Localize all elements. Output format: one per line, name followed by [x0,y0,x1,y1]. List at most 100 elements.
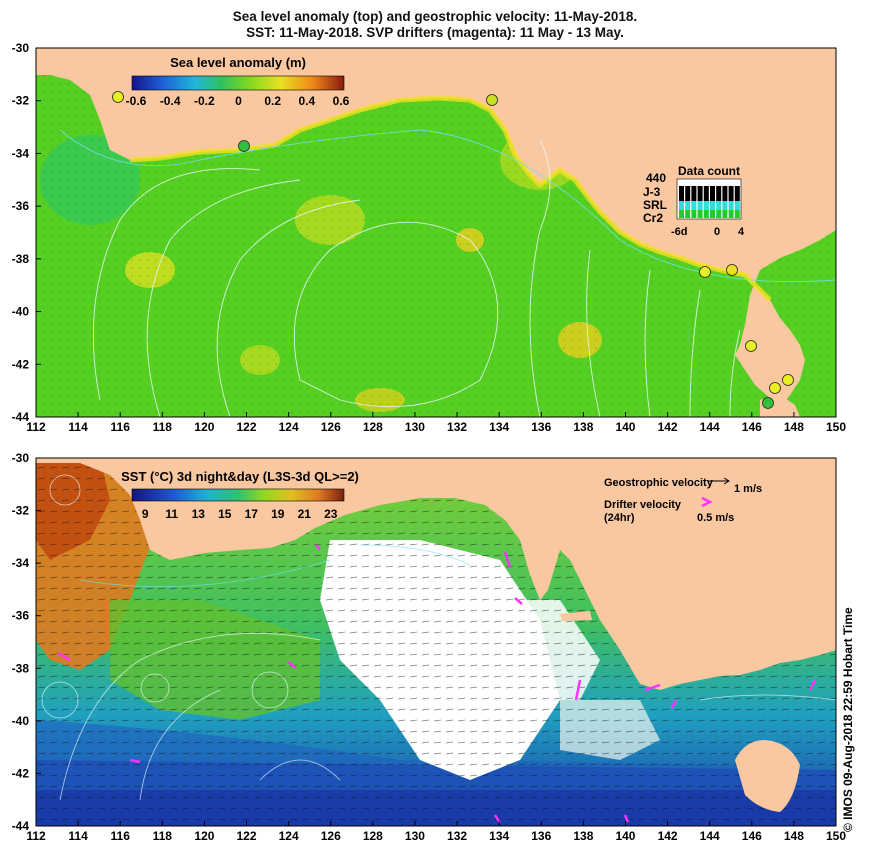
lat-tick-label: -32 [12,94,30,108]
count-xtick-0: -6d [671,226,688,238]
lon-tick-label: 148 [784,420,804,434]
count-xtick-1: 0 [714,226,720,238]
lon-tick-label: 144 [700,420,720,434]
lat-tick-label: -30 [12,451,30,465]
sat-label-j3: J-3 [643,185,661,199]
lat-tick-label: -34 [12,556,30,570]
sla-tick-label: 0 [235,94,242,108]
drifter-velocity-label: Drifter velocity [604,499,682,511]
sla-tick-label: -0.4 [160,94,181,108]
lat-tick-label: -36 [12,609,30,623]
lon-tick-label: 116 [111,829,131,843]
lon-tick-label: 148 [784,829,804,843]
lon-tick-label: 122 [237,420,257,434]
sla-colorbar [131,75,345,91]
lon-tick-label: 142 [658,829,678,843]
lat-tick-label: -30 [12,41,30,55]
colorbar-tick-label: 21 [298,507,312,521]
drifter-velocity-scale: 0.5 m/s [697,512,734,524]
lon-tick-label: 112 [26,829,46,843]
lon-tick-label: 136 [531,829,551,843]
sla-tick-label: 0.4 [298,94,315,108]
data-count-title: Data count [678,164,740,178]
credit-text: © IMOS 09-Aug-2018 22:59 Hobart Time [841,607,855,832]
drifter-velocity-sub: (24hr) [604,512,635,524]
colorbar-tick-label: 13 [192,507,206,521]
lon-tick-label: 118 [153,420,173,434]
drifter-scale-arrow [701,496,713,508]
lat-tick-label: -42 [12,766,30,780]
data-count-inset: Data count 440 J-3 SRL Cr2 -6d 0 4 [643,164,745,238]
lon-tick-label: 128 [363,420,383,434]
data-count-max: 440 [646,171,666,185]
sst-colorbar-title: SST (°C) 3d night&day (L3S-3d QL>=2) [121,469,359,484]
lat-ticks-top: -30 -32 -34 -36 -38 -40 -42 -44 [12,41,41,424]
lat-ticks-bottom: -30 -32 -34 -36 -38 -40 -42 -44 [12,451,41,833]
lat-tick-label: -42 [12,357,30,371]
lon-ticks-bottom: 112 114 116 118 120 122 124 126 128 130 132 134 136 1… [26,821,846,843]
velocity-legend: Geostrophic velocity 1 m/s Drifter veloc… [604,477,762,524]
australia-coast-bottom [36,458,836,690]
colorbar-tick-label: 17 [245,507,259,521]
lon-tick-label: 132 [447,829,467,843]
title-line-1: Sea level anomaly (top) and geostrophic … [232,9,638,24]
colorbar-tick-label: 9 [142,507,149,521]
lat-tick-label: -32 [12,504,30,518]
sst-colorbar [131,488,345,502]
lat-tick-label: -38 [12,661,30,675]
colorbar-tick-label: 23 [324,507,338,521]
lon-ticks-top: 112 114 116 118 120 122 124 126 128 130 132 134 136 1… [26,412,846,434]
sla-tick-label: -0.6 [126,94,147,108]
geo-velocity-scale: 1 m/s [734,483,762,495]
sst-colorbar-ticks: 9 11 13 15 17 19 21 23 [142,507,338,521]
australia-coast-top [36,48,836,408]
lon-tick-label: 146 [742,829,762,843]
lon-tick-label: 120 [194,420,214,434]
lon-tick-label: 144 [700,829,720,843]
lon-tick-label: 140 [615,420,635,434]
sst-frame [35,457,837,827]
lat-tick-label: -40 [12,714,30,728]
lon-tick-label: 150 [826,829,846,843]
sla-frame [35,47,837,418]
lat-tick-label: -38 [12,252,30,266]
lat-tick-label: -36 [12,199,30,213]
sla-tick-label: 0.2 [264,94,281,108]
lon-tick-label: 114 [68,420,88,434]
lon-tick-label: 114 [68,829,88,843]
lon-tick-label: 116 [111,420,131,434]
lat-tick-label: -44 [12,819,30,833]
sla-colorbar-title: Sea level anomaly (m) [170,55,306,70]
lon-tick-label: 138 [573,420,593,434]
lon-tick-label: 118 [153,829,173,843]
lon-tick-label: 112 [26,420,46,434]
lon-tick-label: 146 [742,420,762,434]
lat-tick-label: -44 [12,410,30,424]
colorbar-tick-label: 15 [218,507,232,521]
colorbar-tick-label: 19 [271,507,285,521]
sla-map [36,48,836,417]
sat-label-srl: SRL [643,198,667,212]
lon-tick-label: 124 [279,829,299,843]
lon-tick-label: 126 [321,420,341,434]
sst-contours [41,474,836,801]
sla-contours [59,129,836,417]
colorbar-tick-label: 11 [165,507,178,521]
sst-map [36,458,836,826]
lon-tick-label: 122 [237,829,257,843]
sat-label-cr2: Cr2 [643,211,663,225]
lat-tick-label: -40 [12,305,30,319]
lon-tick-label: 132 [447,420,467,434]
sla-tick-label: -0.2 [194,94,215,108]
sla-tick-label: 0.6 [333,94,350,108]
lon-tick-label: 128 [363,829,383,843]
sla-colorbar-ticks: -0.6 -0.4 -0.2 0 0.2 0.4 0.6 [126,94,350,108]
lon-tick-label: 130 [405,829,425,843]
lon-tick-label: 140 [615,829,635,843]
title-line-2: SST: 11-May-2018. SVP drifters (magenta)… [246,25,624,40]
lon-tick-label: 142 [658,420,678,434]
lon-tick-label: 120 [194,829,214,843]
lon-tick-label: 136 [531,420,551,434]
lon-tick-label: 126 [321,829,341,843]
